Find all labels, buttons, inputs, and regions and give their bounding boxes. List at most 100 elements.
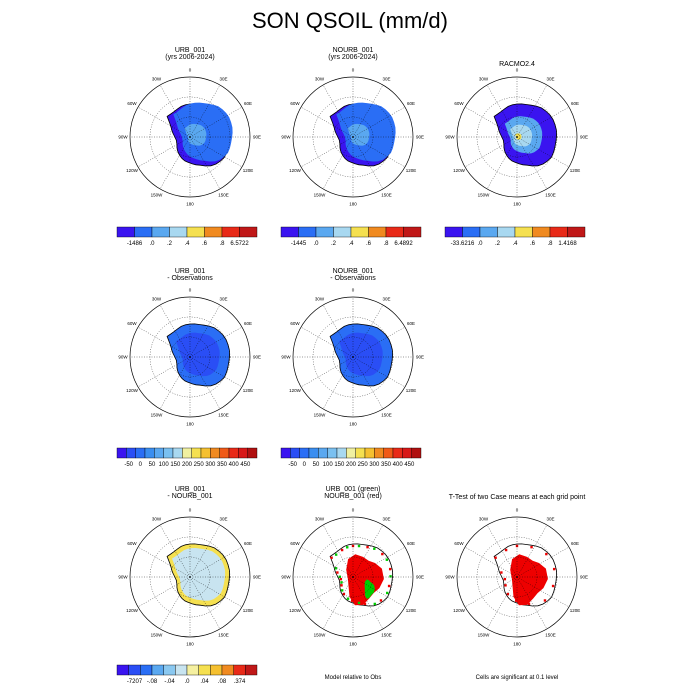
colorbar-box <box>299 447 310 459</box>
lon-label-60e: 60E <box>244 541 252 546</box>
colorbar-box <box>200 447 211 459</box>
colorbar-box <box>186 664 199 676</box>
colorbar-box <box>385 226 404 238</box>
lon-label-90w: 90W <box>118 575 128 580</box>
lon-label-90w: 90W <box>445 135 455 140</box>
lon-label-30w: 30W <box>315 296 325 301</box>
colorbar-box <box>280 226 299 238</box>
coastal-significant-cell <box>339 577 343 581</box>
panel-title-line1: URB_001 (green) <box>325 486 381 493</box>
coastal-significant-cell <box>545 552 548 556</box>
colorbar-box <box>163 447 174 459</box>
lon-label-60e: 60E <box>244 321 252 326</box>
colorbar-box <box>198 664 211 676</box>
lon-label-120w: 120W <box>126 388 139 393</box>
panel-title-urb-clim: URB_001 (yrs 2006-2024) <box>110 47 270 61</box>
colorbar-nourb-clim: -1445 .0 .2 .4 .6 .8 6.4892 <box>280 226 422 247</box>
panel-title-line1: T-Test of two Case means at each grid po… <box>448 494 586 501</box>
colorbar-label: 50 <box>313 462 320 468</box>
lon-label-180: 180 <box>186 422 194 427</box>
coastal-significant-cell <box>334 567 338 570</box>
colorbar-label: .0 <box>184 679 190 685</box>
contour-fill-level-0 <box>176 332 220 377</box>
meridian-line <box>516 576 570 608</box>
lon-label-30e: 30E <box>382 296 390 301</box>
coastal-significant-cell <box>363 602 367 606</box>
coastal-significant-cell <box>336 571 339 574</box>
meridian-line <box>516 524 548 578</box>
colorbar-box <box>411 447 422 459</box>
coastal-significant-cell <box>527 602 531 606</box>
colorbar-box <box>364 447 375 459</box>
colorbar-box <box>532 226 551 238</box>
lon-label-60e: 60E <box>407 101 415 106</box>
colorbar-box <box>350 226 369 238</box>
lon-label-150e: 150E <box>381 193 392 198</box>
colorbar-box <box>116 664 129 676</box>
lon-label-120e: 120E <box>406 168 417 173</box>
coastal-significant-cell <box>340 548 344 552</box>
coastal-significant-cell <box>357 544 361 548</box>
colorbar-box <box>315 226 334 238</box>
lon-label-30e: 30E <box>219 516 227 521</box>
coastal-significant-cell <box>551 584 555 588</box>
colorbar-box <box>221 226 240 238</box>
colorbar-box <box>514 226 533 238</box>
colorbar-box <box>182 447 192 459</box>
colorbar-box <box>191 447 202 459</box>
coastal-significant-cell <box>506 592 510 596</box>
lon-label-120e: 120E <box>570 608 581 613</box>
colorbar-box <box>567 226 586 238</box>
lon-label-120e: 120E <box>406 608 417 613</box>
colorbar-box <box>239 226 258 238</box>
lon-label-0: 0 <box>189 288 192 293</box>
colorbar-box <box>444 226 463 238</box>
colorbar-box <box>308 447 319 459</box>
lon-label-30w: 30W <box>315 516 325 521</box>
colorbar-box <box>247 447 258 459</box>
panel-title-nourb-bias: NOURB_001 - Observations <box>273 268 433 282</box>
lon-label-150e: 150E <box>381 413 392 418</box>
lon-label-90e: 90E <box>580 135 588 140</box>
lon-label-180: 180 <box>513 642 521 647</box>
lon-label-90e: 90E <box>416 575 424 580</box>
colorbar-label: .8 <box>383 241 389 247</box>
colorbar-urb-bias: -50 0 50 100 150 200 250 300 350 400 450 <box>116 447 258 468</box>
lon-label-90e: 90E <box>416 135 424 140</box>
colorbar-box <box>204 226 223 238</box>
lon-label-150e: 150E <box>218 413 229 418</box>
colorbar-box <box>403 226 422 238</box>
lon-label-150e: 150E <box>545 633 556 638</box>
meridian-line <box>516 136 570 168</box>
panel-title-line2: (yrs 2006-2024) <box>165 54 215 61</box>
lon-label-180: 180 <box>349 642 357 647</box>
colorbar-label: .6 <box>530 241 536 247</box>
panel-title-line2: - NOURB_001 <box>167 493 213 500</box>
lon-label-120w: 120W <box>453 608 466 613</box>
coastal-significant-cell <box>379 599 383 602</box>
colorbar-box <box>151 664 164 676</box>
lon-label-0: 0 <box>516 68 519 73</box>
lon-label-120w: 120W <box>289 608 302 613</box>
colorbar-box <box>245 664 258 676</box>
significant-cells-0 <box>346 554 384 606</box>
lon-label-120e: 120E <box>243 608 254 613</box>
panel-title-urb-nourb-diff: URB_001 - NOURB_001 <box>110 486 270 500</box>
colorbar-label: 250 <box>194 462 205 468</box>
contour-fill-level-0 <box>339 332 383 377</box>
colorbar-box <box>154 447 164 459</box>
colorbar-box <box>219 447 230 459</box>
colorbar-label: .0 <box>477 241 483 247</box>
lon-label-180: 180 <box>349 422 357 427</box>
colorbar-box <box>210 447 220 459</box>
lon-label-90e: 90E <box>253 355 261 360</box>
colorbar-box <box>280 447 291 459</box>
lon-label-150w: 150W <box>151 633 164 638</box>
lon-label-30w: 30W <box>315 76 325 81</box>
lon-label-30w: 30W <box>152 296 162 301</box>
lon-label-90w: 90W <box>281 135 291 140</box>
lon-label-90w: 90W <box>118 355 128 360</box>
coastal-significant-cell <box>346 597 350 600</box>
colorbar-label: 50 <box>149 462 156 468</box>
lon-label-60e: 60E <box>244 101 252 106</box>
